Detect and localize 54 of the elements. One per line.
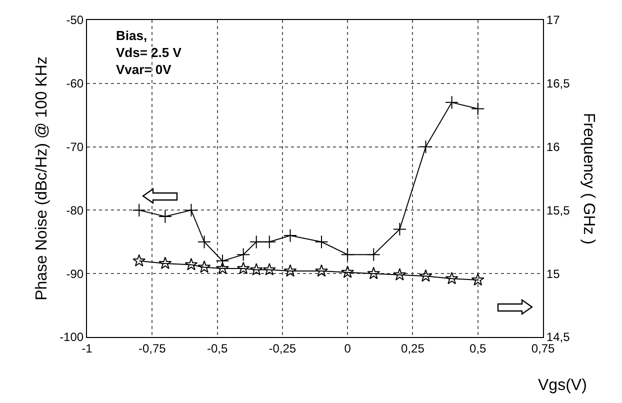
x-axis-title: Vgs(V) — [538, 377, 587, 394]
point — [197, 235, 212, 249]
point — [445, 272, 458, 284]
point — [471, 273, 484, 286]
y-tick-label: -60 — [66, 76, 84, 91]
x-tick-label: -0,75 — [138, 341, 166, 356]
point — [184, 203, 198, 217]
point — [132, 254, 146, 267]
x-tick-label: -0,5 — [206, 341, 228, 356]
y2-tick-label: 15,5 — [546, 203, 570, 218]
point — [158, 210, 172, 224]
y-axis-title: Phase Noise (dBc/Hz) @ 100 KHz — [33, 56, 50, 300]
y-tick-label: -50 — [66, 13, 84, 28]
point — [158, 256, 172, 270]
point — [366, 248, 380, 262]
point — [418, 140, 433, 154]
x-tick-label: -1 — [82, 341, 93, 356]
x-tick-label: 0 — [344, 341, 352, 356]
point — [198, 260, 211, 273]
point — [216, 254, 230, 268]
point — [262, 235, 276, 249]
point — [392, 222, 406, 236]
y2-axis-title: Frequency ( GHz ) — [580, 112, 598, 244]
x-tick-label: -0,25 — [268, 341, 296, 356]
point — [236, 248, 250, 262]
y-tick-label: -70 — [66, 140, 84, 154]
y-tick-label: -90 — [66, 266, 84, 281]
y2-tick-label: 15 — [546, 266, 560, 281]
point — [315, 264, 328, 277]
point — [314, 235, 328, 249]
point — [216, 262, 229, 274]
y-tick-label: -80 — [66, 203, 84, 218]
point — [284, 264, 297, 277]
x-tick-label: 0,5 — [470, 341, 487, 356]
point — [419, 269, 432, 282]
y2-tick-label: 17 — [546, 13, 560, 28]
point — [184, 258, 198, 270]
point — [393, 268, 406, 280]
annotation: Bias, Vds= 2.5 V Vvar= 0V — [116, 28, 182, 77]
point — [341, 266, 354, 278]
y2-tick-label: 16 — [546, 140, 560, 154]
point — [471, 102, 485, 116]
point — [250, 235, 264, 249]
point — [340, 248, 354, 262]
point — [367, 266, 380, 280]
y2-tick-label: 16,5 — [546, 76, 570, 91]
point — [132, 203, 146, 217]
point — [236, 262, 250, 274]
y-tick-label: -100 — [60, 330, 84, 344]
point — [250, 263, 263, 276]
point — [283, 228, 298, 242]
point — [445, 96, 459, 110]
x-tick-label: 0,25 — [401, 341, 425, 356]
point — [262, 263, 276, 276]
